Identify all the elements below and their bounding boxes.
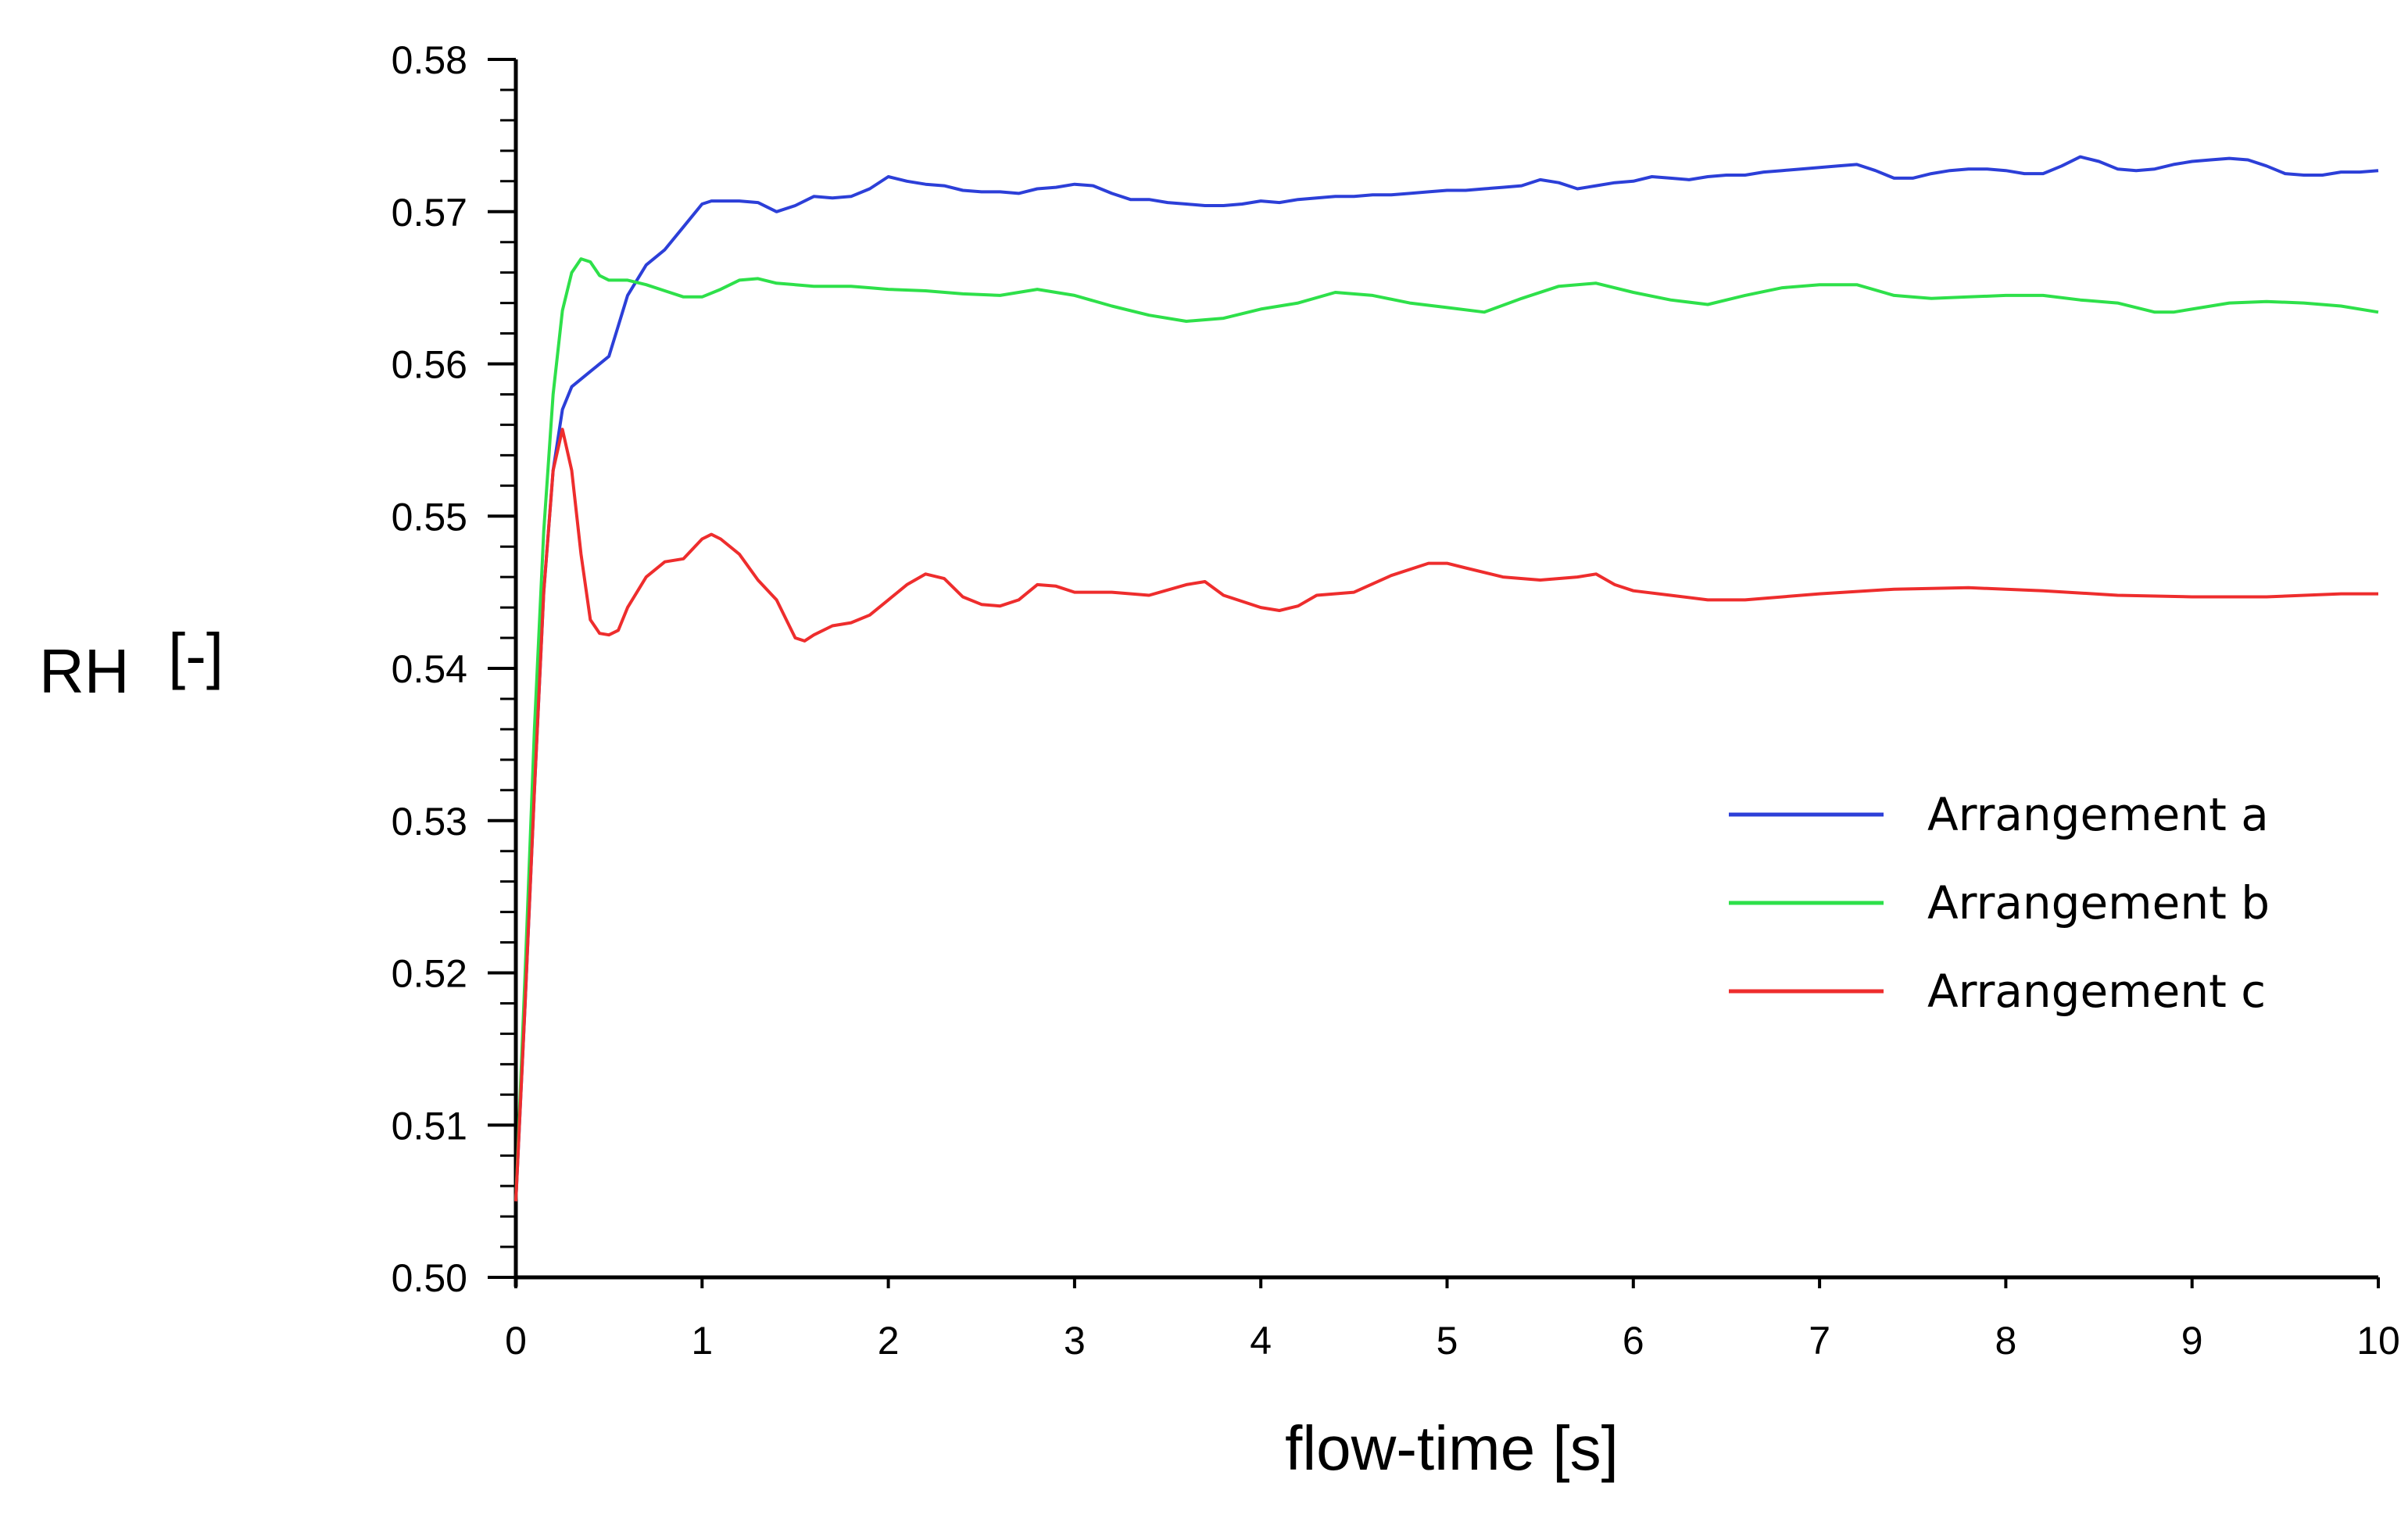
y-tick-label: 0.52: [392, 952, 467, 996]
x-tick-label: 6: [1623, 1319, 1644, 1363]
legend-label: Arrangement b: [1927, 876, 2270, 929]
x-tick-label: 8: [1995, 1319, 2016, 1363]
legend-label: Arrangement c: [1927, 965, 2266, 1018]
x-axis-ticks: 0 1 2 3 4 5 6 7 8 9 10: [505, 1277, 2400, 1363]
y-tick-label: 0.50: [392, 1256, 467, 1300]
series-line-c: [514, 428, 2378, 1202]
x-axis-title: flow-time [s]: [1285, 1413, 1619, 1483]
x-tick-label: 2: [878, 1319, 900, 1363]
plot-axes: [513, 59, 2378, 1287]
y-tick-label: 0.51: [392, 1104, 467, 1148]
y-axis-unit: [-]: [168, 621, 224, 690]
y-axis-ticks: 0.50 0.51 0.52 0.53 0.54 0.55 0.56 0.57 0.58: [392, 38, 516, 1300]
y-tick-label: 0.54: [392, 647, 467, 691]
x-tick-label: 9: [2181, 1319, 2203, 1363]
series-line-b: [514, 257, 2379, 1202]
x-tick-label: 1: [691, 1319, 713, 1363]
y-tick-label: 0.55: [392, 495, 467, 539]
x-tick-label: 7: [1809, 1319, 1830, 1363]
y-axis-title: RH: [39, 636, 130, 706]
x-tick-label: 0: [505, 1319, 527, 1363]
y-tick-label: 0.58: [392, 38, 467, 82]
x-tick-label: 10: [2356, 1319, 2400, 1363]
legend-label: Arrangement a: [1927, 788, 2269, 841]
y-tick-label: 0.56: [392, 343, 467, 387]
y-tick-label: 0.53: [392, 800, 467, 843]
legend: Arrangement a Arrangement b Arrangement c: [1729, 788, 2270, 1018]
x-tick-label: 5: [1437, 1319, 1458, 1363]
x-tick-label: 4: [1250, 1319, 1272, 1363]
series-line-a: [514, 155, 2379, 1202]
series-lines: [514, 155, 2379, 1202]
y-tick-label: 0.57: [392, 191, 467, 235]
x-tick-label: 3: [1064, 1319, 1086, 1363]
